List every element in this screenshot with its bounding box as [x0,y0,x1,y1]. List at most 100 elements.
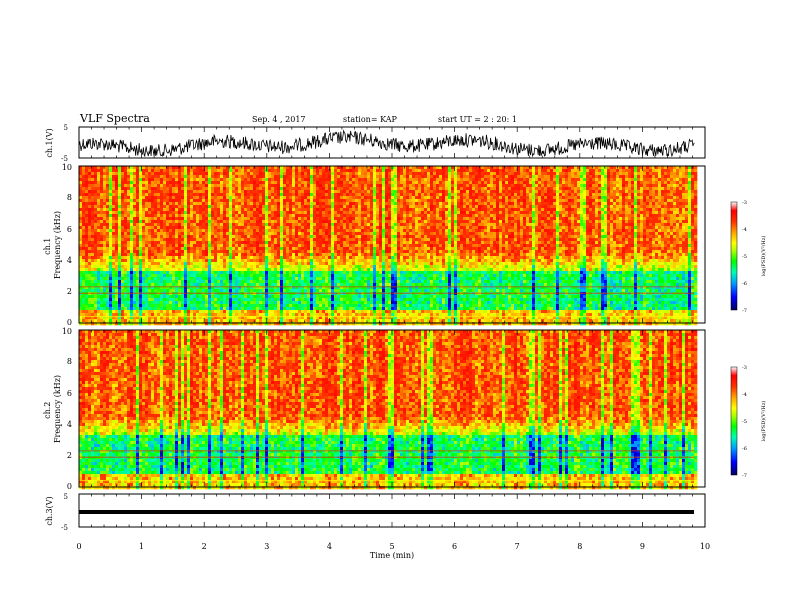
spectrogram-cell [478,208,482,212]
spectrogram-cell [388,166,392,170]
spectrogram-cell [508,226,512,230]
spectrogram-cell [136,214,140,218]
spectrogram-cell [391,232,395,236]
spectrogram-cell [310,232,314,236]
spectrogram-cell [199,220,203,224]
spectrogram-cell [589,199,593,203]
spectrogram-cell [178,193,182,197]
spectrogram-cell [604,214,608,218]
spectrogram-cell [259,223,263,227]
spectrogram-cell [214,169,218,173]
spectrogram-cell [289,166,293,170]
spectrogram-cell [313,184,317,188]
spectrogram-cell [232,175,236,179]
spectrogram-cell [181,178,185,182]
spectrogram-cell [643,205,647,209]
spectrogram-cell [241,229,245,233]
spectrogram-cell [436,190,440,194]
spectrogram-cell [265,229,269,233]
spectrogram-cell [469,217,473,221]
spectrogram-cell [337,187,341,191]
spectrogram-cell [412,232,416,236]
spectrogram-cell [148,184,152,188]
spectrogram-cell [388,184,392,188]
spectrogram-cell [262,235,266,239]
spectrogram-cell [340,199,344,203]
spectrogram-cell [259,226,263,230]
spectrogram-cell [628,169,632,173]
spectrogram-cell [127,202,131,206]
spectrogram-cell [202,190,206,194]
spectrogram-cell [415,223,419,227]
spectrogram-cell [424,205,428,209]
spectrogram-cell [466,211,470,215]
spectrogram-cell [322,175,326,179]
spectrogram-cell [169,214,173,218]
spectrogram-cell [523,193,527,197]
spectrogram-cell [214,214,218,218]
spectrogram-cell [214,232,218,236]
spectrogram-cell [463,232,467,236]
spectrogram-cell [496,178,500,182]
spectrogram-cell [442,226,446,230]
spectrogram-cell [166,196,170,200]
spectrogram-cell [226,166,230,170]
spectrogram-cell [403,187,407,191]
spectrogram-cell [202,229,206,233]
spectrogram-cell [475,208,479,212]
spectrogram-cell [379,226,383,230]
spectrogram-cell [574,211,578,215]
spectrogram-cell [508,178,512,182]
spectrogram-cell [112,232,116,236]
spectrogram-cell [151,190,155,194]
spectrogram-cell [286,208,290,212]
spectrogram-cell [532,226,536,230]
spectrogram-cell [631,232,635,236]
spectrogram-cell [364,232,368,236]
spectrogram-cell [85,187,89,191]
spectrogram-cell [460,214,464,218]
spectrogram-cell [364,181,368,185]
spectrogram-cell [622,196,626,200]
spectrogram-cell [649,205,653,209]
spectrogram-cell [445,226,449,230]
spectrogram-cell [205,223,209,227]
spectrogram-cell [265,178,269,182]
spectrogram-cell [658,190,662,194]
spectrogram-cell [331,220,335,224]
spectrogram-cell [499,169,503,173]
spectrogram-cell [160,187,164,191]
spectrogram-cell [682,235,686,239]
spectrogram-cell [550,217,554,221]
spectrogram-cell [325,166,329,170]
spectrogram-cell [676,214,680,218]
spectrogram-cell [211,232,215,236]
spectrogram-cell [532,193,536,197]
spectrogram-cell [388,232,392,236]
spectrogram-cell [271,235,275,239]
spectrogram-cell [589,196,593,200]
spectrogram-cell [316,211,320,215]
spectrogram-cell [106,235,110,239]
spectrogram-cell [649,208,653,212]
spectrogram-cell [193,190,197,194]
spectrogram-cell [355,175,359,179]
spectrogram-cell [172,205,176,209]
spectrogram-cell [178,238,182,242]
spectrogram-cell [466,178,470,182]
spectrogram-cell [538,202,542,206]
spectrogram-cell [496,166,500,170]
spectrogram-cell [601,235,605,239]
spectrogram-cell [394,166,398,170]
spectrogram-cell [277,229,281,233]
spectrogram-cell [580,187,584,191]
spectrogram-cell [340,172,344,176]
spectrogram-cell [604,235,608,239]
spectrogram-cell [682,184,686,188]
spectrogram-cell [646,223,650,227]
spectrogram-cell [298,169,302,173]
spectrogram-cell [496,208,500,212]
spectrogram-cell [361,223,365,227]
spectrogram-cell [244,214,248,218]
spectrogram-cell [592,175,596,179]
